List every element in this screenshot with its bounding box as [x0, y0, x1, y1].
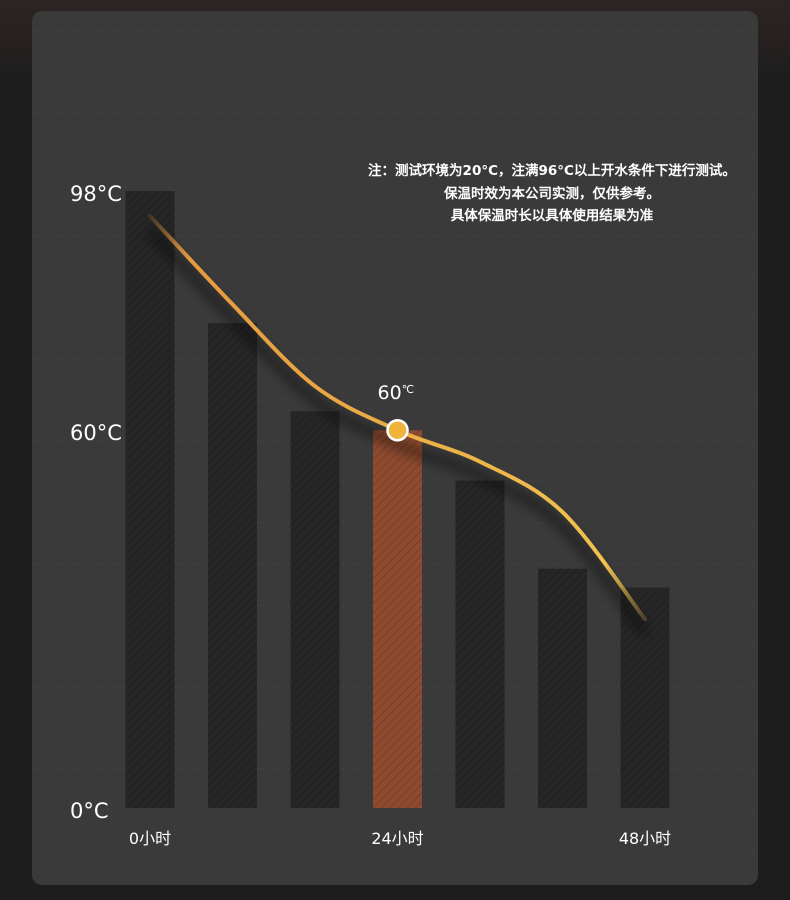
temperature-chart: 60℃ 98°C 60°C 0°C 0小时 24小时 48小时: [32, 30, 758, 852]
x-tick-label: 24小时: [371, 829, 423, 848]
curve-shadow: [147, 227, 649, 636]
note-line-2: 保温时效为本公司实测，仅供参考。: [444, 185, 660, 202]
bar-hatch: [620, 587, 670, 808]
marker-label: 60℃: [378, 382, 415, 404]
bar-hatch: [373, 430, 422, 808]
marker-dot: [386, 418, 409, 442]
note-line-3: 具体保温时长以具体使用结果为准: [450, 208, 654, 224]
bars: [125, 191, 670, 808]
axis-labels: 98°C 60°C 0°C 0小时 24小时 48小时: [70, 182, 671, 848]
bar-hatch: [208, 323, 257, 808]
y-tick-label: 60°C: [70, 421, 122, 445]
cooling-curve: 60℃: [147, 214, 649, 636]
y-tick-label: 0°C: [70, 799, 109, 823]
x-tick-label: 0小时: [129, 829, 171, 848]
bar-hatch: [290, 411, 340, 808]
bar-hatch: [538, 568, 587, 808]
y-tick-label: 98°C: [70, 182, 122, 206]
chart-panel: 60℃ 98°C 60°C 0°C 0小时 24小时 48小时 注：测试环境为20°C，注…: [32, 11, 758, 885]
note-line-1: 注：测试环境为20°C，注满96°C以上开水条件下进行测试。: [368, 163, 736, 179]
x-tick-label: 48小时: [619, 829, 671, 848]
bar-hatch: [125, 191, 175, 808]
bar-hatch: [455, 480, 505, 808]
test-note: 注：测试环境为20°C，注满96°C以上开水条件下进行测试。 保温时效为本公司实…: [332, 160, 758, 228]
